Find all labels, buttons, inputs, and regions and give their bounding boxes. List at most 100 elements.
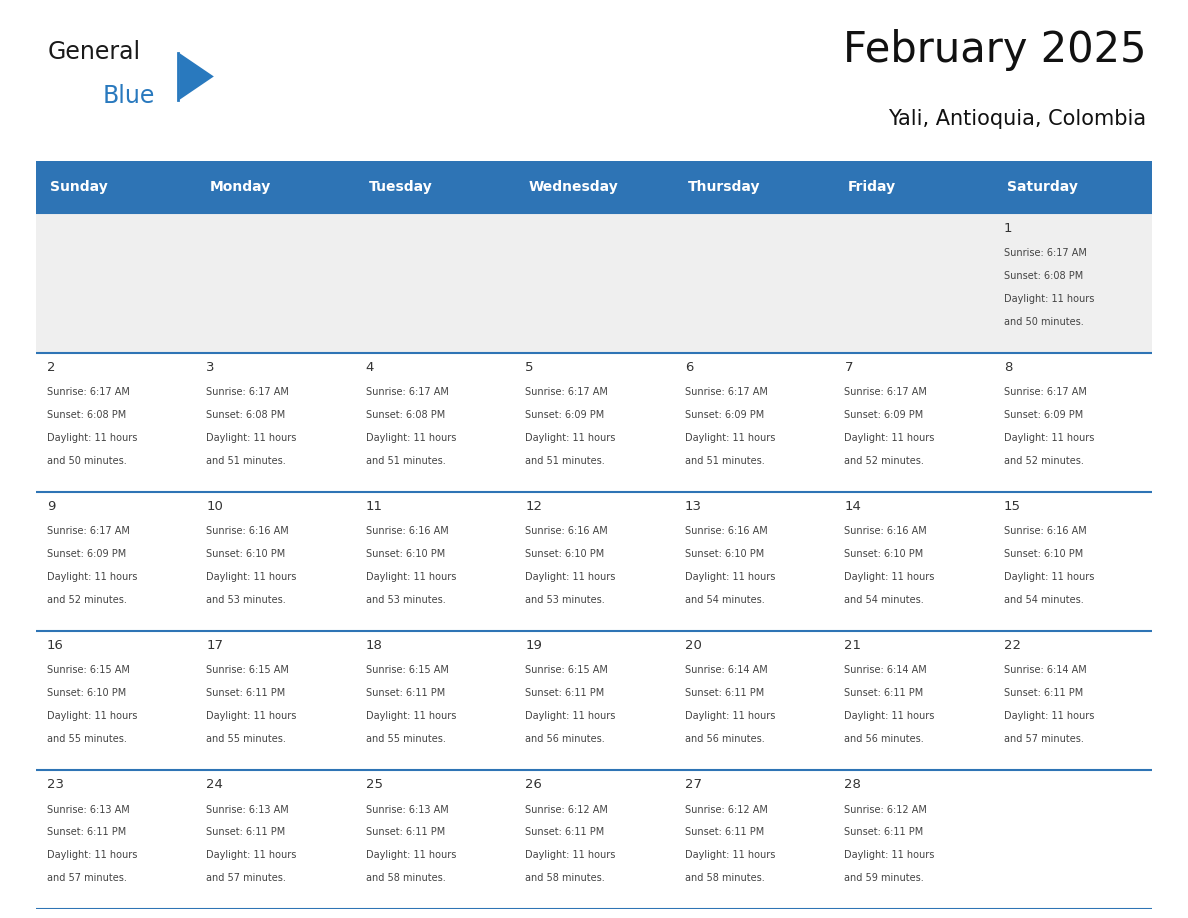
Text: and 53 minutes.: and 53 minutes. xyxy=(525,595,605,605)
Text: Sunrise: 6:14 AM: Sunrise: 6:14 AM xyxy=(685,666,767,676)
Text: Sunset: 6:11 PM: Sunset: 6:11 PM xyxy=(845,827,924,837)
Bar xyxy=(833,353,993,492)
Bar xyxy=(514,492,674,631)
Text: and 55 minutes.: and 55 minutes. xyxy=(207,734,286,744)
Bar xyxy=(514,353,674,492)
Text: Sunrise: 6:17 AM: Sunrise: 6:17 AM xyxy=(207,387,289,397)
Text: 10: 10 xyxy=(207,500,223,513)
Text: Sunset: 6:08 PM: Sunset: 6:08 PM xyxy=(46,410,126,420)
Text: Daylight: 11 hours: Daylight: 11 hours xyxy=(845,711,935,722)
Text: Sunday: Sunday xyxy=(50,180,108,194)
Bar xyxy=(993,492,1152,631)
Text: 11: 11 xyxy=(366,500,383,513)
Text: and 58 minutes.: and 58 minutes. xyxy=(525,873,605,883)
Text: Daylight: 11 hours: Daylight: 11 hours xyxy=(366,433,456,443)
Text: Sunset: 6:08 PM: Sunset: 6:08 PM xyxy=(1004,271,1083,281)
Bar xyxy=(993,214,1152,353)
Bar xyxy=(993,631,1152,770)
Text: Sunrise: 6:17 AM: Sunrise: 6:17 AM xyxy=(685,387,767,397)
Bar xyxy=(36,492,195,631)
Text: Sunrise: 6:17 AM: Sunrise: 6:17 AM xyxy=(1004,248,1087,258)
Text: Daylight: 11 hours: Daylight: 11 hours xyxy=(845,850,935,860)
Text: and 54 minutes.: and 54 minutes. xyxy=(685,595,765,605)
Text: Daylight: 11 hours: Daylight: 11 hours xyxy=(46,572,137,582)
Text: Sunrise: 6:16 AM: Sunrise: 6:16 AM xyxy=(366,526,449,536)
Bar xyxy=(36,214,195,353)
Text: 28: 28 xyxy=(845,778,861,791)
Text: Sunset: 6:11 PM: Sunset: 6:11 PM xyxy=(207,827,285,837)
Text: Sunrise: 6:16 AM: Sunrise: 6:16 AM xyxy=(845,526,927,536)
Text: Sunset: 6:11 PM: Sunset: 6:11 PM xyxy=(525,827,605,837)
Text: and 54 minutes.: and 54 minutes. xyxy=(1004,595,1083,605)
Bar xyxy=(993,161,1152,214)
Bar xyxy=(195,353,355,492)
Text: 27: 27 xyxy=(685,778,702,791)
Bar xyxy=(993,353,1152,492)
Text: Sunset: 6:11 PM: Sunset: 6:11 PM xyxy=(366,688,446,699)
Bar xyxy=(674,161,833,214)
Text: Sunset: 6:10 PM: Sunset: 6:10 PM xyxy=(685,549,764,559)
Text: Daylight: 11 hours: Daylight: 11 hours xyxy=(685,850,776,860)
Text: Sunrise: 6:13 AM: Sunrise: 6:13 AM xyxy=(366,804,449,814)
Bar xyxy=(674,631,833,770)
Bar xyxy=(355,492,514,631)
Text: 17: 17 xyxy=(207,639,223,652)
Text: and 58 minutes.: and 58 minutes. xyxy=(685,873,765,883)
Text: Daylight: 11 hours: Daylight: 11 hours xyxy=(366,572,456,582)
Text: Daylight: 11 hours: Daylight: 11 hours xyxy=(207,711,297,722)
Text: Daylight: 11 hours: Daylight: 11 hours xyxy=(1004,433,1094,443)
Bar xyxy=(195,631,355,770)
Bar xyxy=(36,631,195,770)
Text: 19: 19 xyxy=(525,639,542,652)
Text: Saturday: Saturday xyxy=(1007,180,1078,194)
Polygon shape xyxy=(179,53,214,100)
Text: Sunset: 6:11 PM: Sunset: 6:11 PM xyxy=(366,827,446,837)
Text: Sunrise: 6:17 AM: Sunrise: 6:17 AM xyxy=(845,387,928,397)
Text: Sunset: 6:11 PM: Sunset: 6:11 PM xyxy=(685,827,764,837)
Text: Daylight: 11 hours: Daylight: 11 hours xyxy=(207,433,297,443)
Text: Sunrise: 6:12 AM: Sunrise: 6:12 AM xyxy=(525,804,608,814)
Text: Sunset: 6:10 PM: Sunset: 6:10 PM xyxy=(366,549,446,559)
Text: and 59 minutes.: and 59 minutes. xyxy=(845,873,924,883)
Text: Daylight: 11 hours: Daylight: 11 hours xyxy=(525,433,615,443)
Bar xyxy=(833,214,993,353)
Text: and 56 minutes.: and 56 minutes. xyxy=(525,734,605,744)
Text: Sunrise: 6:14 AM: Sunrise: 6:14 AM xyxy=(1004,666,1087,676)
Text: Sunrise: 6:17 AM: Sunrise: 6:17 AM xyxy=(525,387,608,397)
Text: Sunset: 6:10 PM: Sunset: 6:10 PM xyxy=(207,549,285,559)
Text: Sunrise: 6:13 AM: Sunrise: 6:13 AM xyxy=(46,804,129,814)
Text: 9: 9 xyxy=(46,500,55,513)
Text: and 52 minutes.: and 52 minutes. xyxy=(46,595,127,605)
Bar xyxy=(833,631,993,770)
Text: Daylight: 11 hours: Daylight: 11 hours xyxy=(525,711,615,722)
Text: 22: 22 xyxy=(1004,639,1020,652)
Text: Sunset: 6:09 PM: Sunset: 6:09 PM xyxy=(1004,410,1083,420)
Text: Sunrise: 6:15 AM: Sunrise: 6:15 AM xyxy=(46,666,129,676)
Text: Daylight: 11 hours: Daylight: 11 hours xyxy=(46,433,137,443)
Text: Sunrise: 6:13 AM: Sunrise: 6:13 AM xyxy=(207,804,289,814)
Bar xyxy=(195,161,355,214)
Text: Thursday: Thursday xyxy=(688,180,760,194)
Text: 26: 26 xyxy=(525,778,542,791)
Text: Daylight: 11 hours: Daylight: 11 hours xyxy=(207,572,297,582)
Text: and 51 minutes.: and 51 minutes. xyxy=(207,456,286,466)
Text: and 54 minutes.: and 54 minutes. xyxy=(845,595,924,605)
Bar xyxy=(355,631,514,770)
Text: and 57 minutes.: and 57 minutes. xyxy=(46,873,127,883)
Text: February 2025: February 2025 xyxy=(843,28,1146,71)
Text: and 55 minutes.: and 55 minutes. xyxy=(46,734,127,744)
Text: 6: 6 xyxy=(685,361,694,374)
Text: Friday: Friday xyxy=(848,180,896,194)
Text: Daylight: 11 hours: Daylight: 11 hours xyxy=(845,433,935,443)
Bar xyxy=(195,214,355,353)
Text: Sunrise: 6:16 AM: Sunrise: 6:16 AM xyxy=(525,526,608,536)
Text: Sunset: 6:11 PM: Sunset: 6:11 PM xyxy=(1004,688,1083,699)
Text: Sunset: 6:10 PM: Sunset: 6:10 PM xyxy=(1004,549,1083,559)
Text: Daylight: 11 hours: Daylight: 11 hours xyxy=(46,711,137,722)
Text: Sunset: 6:11 PM: Sunset: 6:11 PM xyxy=(845,688,924,699)
Text: and 51 minutes.: and 51 minutes. xyxy=(525,456,605,466)
Text: and 53 minutes.: and 53 minutes. xyxy=(366,595,446,605)
Text: Daylight: 11 hours: Daylight: 11 hours xyxy=(1004,711,1094,722)
Text: and 50 minutes.: and 50 minutes. xyxy=(1004,317,1083,327)
Bar xyxy=(195,492,355,631)
